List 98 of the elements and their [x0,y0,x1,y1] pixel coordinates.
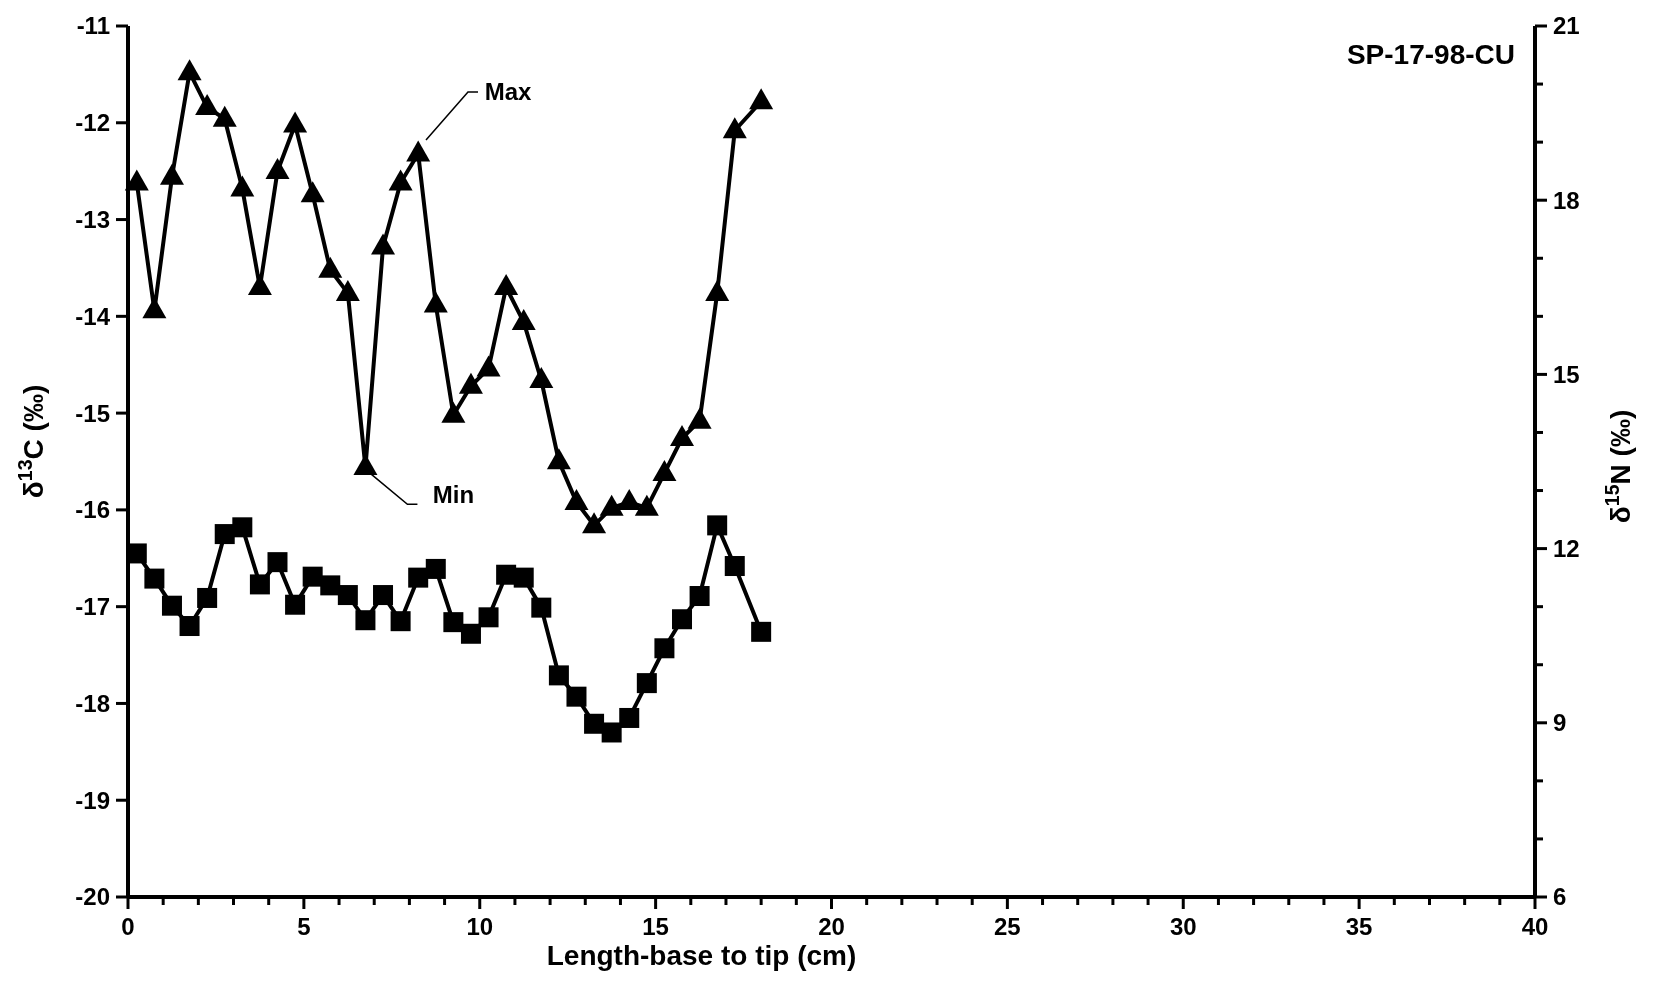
y2-tick-label: 9 [1553,709,1567,737]
point [601,722,622,743]
y2-tick-label: 12 [1553,535,1580,562]
y-tick-label: -12 [75,109,110,137]
point [672,609,693,630]
point [751,621,772,642]
point [214,524,235,545]
point [584,713,605,734]
x-tick-label: 20 [818,913,845,940]
point [460,623,481,644]
point [546,448,571,470]
point [232,517,253,538]
x-tick-label: 0 [121,913,135,940]
point [159,163,184,185]
point [619,707,640,728]
x-axis-title: Length-base to tip (cm) [546,940,857,971]
point [458,372,483,394]
point [144,568,165,589]
y2-tick-label: 6 [1553,883,1567,911]
point [212,105,237,127]
y-tick-label: -16 [75,496,110,524]
y-tick-label: -19 [75,786,110,814]
y2-tick-label: 18 [1553,186,1580,214]
point [478,607,499,628]
annotation: Min [432,480,475,508]
point [371,233,396,255]
point [670,425,695,447]
point [423,291,448,313]
point [249,574,270,595]
point [335,279,360,301]
point [161,595,182,616]
x-tick-label: 25 [994,913,1021,940]
point [320,575,341,596]
point [388,169,413,191]
y2-tick-label: 21 [1553,12,1580,40]
point [566,686,587,707]
point [285,594,306,615]
point [749,88,774,110]
point [634,494,659,516]
point [617,488,642,510]
point [705,279,730,301]
y-tick-label: -15 [75,399,110,427]
point [408,567,429,588]
point [283,111,308,133]
point [406,140,431,162]
point [652,459,677,481]
point [300,181,325,203]
point [722,117,747,139]
point [373,585,394,606]
point [707,515,728,536]
y-tick-label: -20 [75,883,110,911]
point [230,175,255,197]
y-tick-label: -13 [75,205,110,233]
point [599,494,624,516]
point [687,407,712,429]
point [441,401,466,423]
point [124,169,149,191]
x-tick-label: 15 [642,913,669,940]
point [247,274,272,296]
point [531,597,552,618]
point [582,512,607,534]
point [265,157,290,179]
point [425,558,446,579]
point [177,59,202,81]
point [318,256,343,278]
y2-tick-label: 15 [1553,360,1580,388]
y-tick-label: -18 [75,689,110,717]
point [195,94,220,116]
point [513,567,534,588]
point [443,612,464,633]
x-tick-label: 40 [1521,913,1549,940]
point [496,564,517,585]
point [337,585,358,606]
point [654,638,675,659]
point [302,566,323,587]
point [267,552,288,573]
point [548,665,569,686]
point [179,616,200,637]
annotation: Max [484,78,532,106]
point [689,586,710,607]
y-tick-label: -17 [75,593,110,621]
point [636,673,657,694]
point [494,274,519,296]
point [197,587,218,608]
y-tick-label: -11 [76,12,110,40]
x-tick-label: 30 [1169,913,1197,940]
point [476,355,501,377]
point [724,556,745,577]
point [529,367,554,389]
point [355,610,376,631]
x-tick-label: 35 [1345,913,1373,940]
point [390,611,411,632]
x-tick-label: 10 [466,913,494,940]
point [564,488,589,510]
point [511,308,536,330]
text: SP-17-98-CU [1346,39,1515,70]
x-tick-label: 5 [297,913,311,940]
y-tick-label: -14 [75,302,111,330]
